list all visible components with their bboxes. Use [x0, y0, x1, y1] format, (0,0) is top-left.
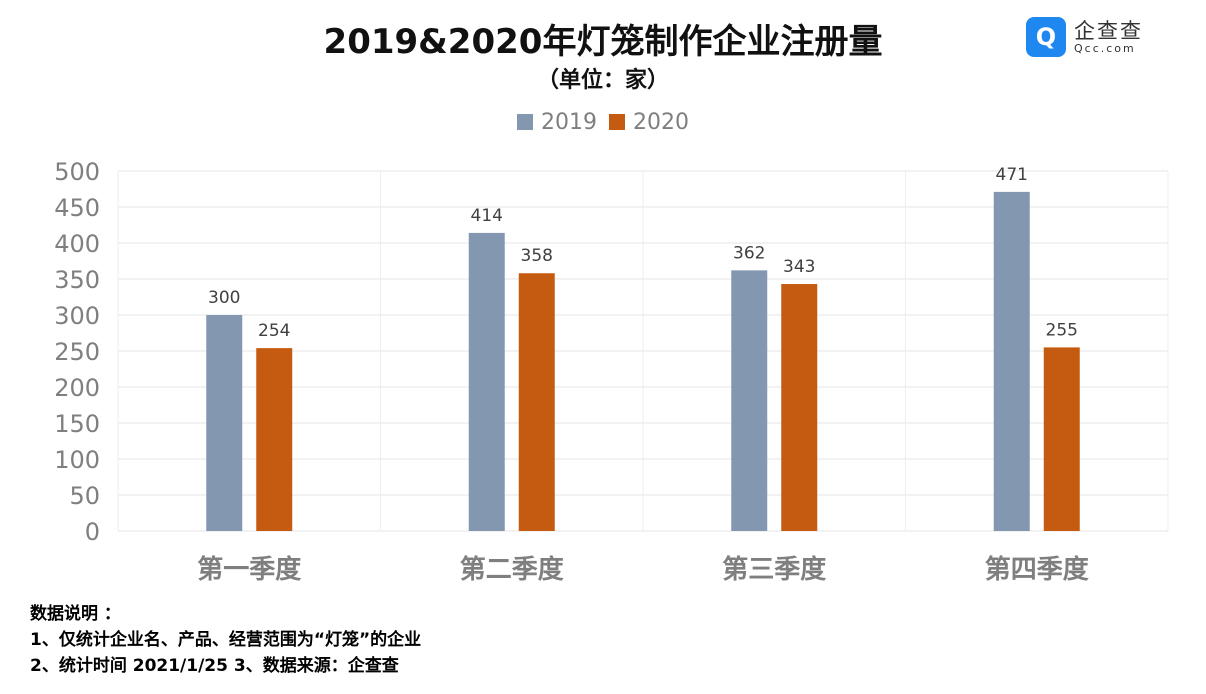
legend-label-2020: 2020 [633, 110, 689, 135]
legend-label-2019: 2019 [541, 110, 597, 135]
data-label-2019: 414 [471, 206, 503, 226]
legend-item-2019: 2019 [517, 110, 597, 135]
y-tick-label: 100 [54, 446, 100, 474]
y-tick-label: 250 [54, 338, 100, 366]
data-notes: 数据说明 ： 1、仅统计企业名、产品、经营范围为“灯笼”的企业 2、统计时间 2… [30, 601, 421, 679]
y-tick-label: 50 [69, 482, 100, 510]
y-tick-label: 0 [85, 518, 100, 546]
bar-2019 [993, 191, 1030, 531]
data-label-2020: 358 [521, 246, 553, 266]
notes-line-2: 2、统计时间 2021/1/25 3、数据来源：企查查 [30, 656, 399, 676]
bar-2019 [206, 315, 243, 531]
y-tick-label: 200 [54, 374, 100, 402]
legend-item-2020: 2020 [609, 110, 689, 135]
y-tick-label: 400 [54, 230, 100, 258]
y-tick-label: 300 [54, 302, 100, 330]
x-tick-label: 第二季度 [460, 554, 564, 585]
data-label-2020: 254 [258, 321, 290, 341]
data-label-2020: 255 [1046, 320, 1078, 340]
y-tick-label: 500 [54, 158, 100, 186]
notes-heading: 数据说明 ： [30, 604, 121, 624]
y-tick-label: 350 [54, 266, 100, 294]
logo-name: 企查查 [1074, 18, 1143, 43]
bar-2020 [1043, 347, 1080, 531]
legend-swatch-2019 [517, 114, 533, 130]
data-label-2019: 362 [733, 243, 765, 263]
legend-swatch-2020 [609, 114, 625, 130]
data-label-2019: 300 [208, 288, 240, 308]
y-tick-label: 150 [54, 410, 100, 438]
chart-subtitle: （单位：家） [536, 68, 669, 93]
qcc-logo: Q 企查查 Qcc.com [1026, 17, 1143, 57]
x-tick-label: 第四季度 [985, 554, 1089, 585]
data-label-2020: 343 [783, 257, 815, 277]
bar-chart: 0 50 100 150 200 250 300 350 400 450 500 第一季度 300 254… [54, 158, 1169, 585]
logo-domain: Qcc.com [1074, 41, 1136, 55]
notes-line-1: 1、仅统计企业名、产品、经营范围为“灯笼”的企业 [30, 630, 422, 650]
y-tick-label: 450 [54, 194, 100, 222]
bar-2019 [731, 270, 768, 531]
bar-2020 [781, 284, 818, 531]
data-label-2019: 471 [996, 165, 1028, 185]
legend: 2019 2020 [0, 110, 1206, 135]
x-tick-label: 第一季度 [197, 554, 301, 585]
bar-2020 [518, 273, 555, 531]
x-tick-label: 第三季度 [722, 554, 826, 585]
chart-title: 2019&2020年灯笼制作企业注册量 [323, 22, 883, 62]
bar-2020 [256, 348, 293, 531]
qcc-logo-icon: Q [1026, 17, 1066, 57]
bar-2019 [468, 232, 505, 532]
